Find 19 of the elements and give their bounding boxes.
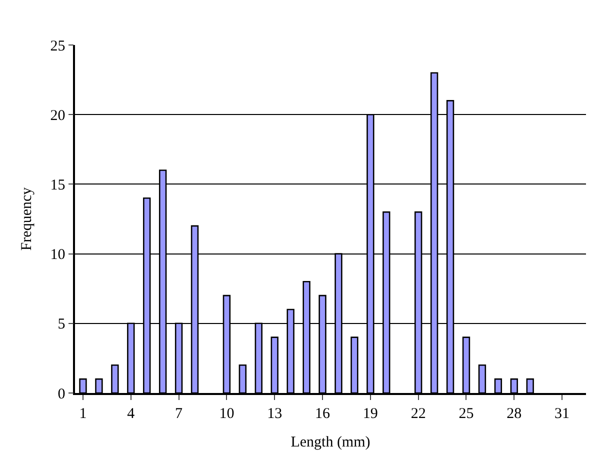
y-tick-label: 15 (50, 177, 66, 194)
y-tick-label: 5 (58, 316, 66, 333)
x-axis-title: Length (mm) (290, 434, 370, 450)
y-tick-label: 0 (58, 386, 66, 402)
x-tick-label: 25 (458, 406, 474, 422)
y-tick-label: 10 (50, 247, 66, 264)
x-tick-label: 28 (506, 406, 522, 422)
x-tick-label: 7 (175, 406, 184, 422)
x-tick-label: 1 (79, 406, 87, 422)
x-tick-label: 16 (315, 406, 331, 422)
y-tick-label: 25 (50, 38, 66, 54)
y-tick-label: 20 (50, 108, 66, 124)
x-tick-label: 10 (219, 406, 234, 422)
x-tick-label: 22 (410, 406, 426, 422)
y-axis-title: Frequency (19, 186, 35, 251)
x-tick-label: 31 (554, 406, 570, 422)
x-tick-label: 13 (267, 406, 282, 422)
x-tick-label: 19 (362, 406, 378, 422)
x-tick-label: 4 (127, 406, 136, 422)
